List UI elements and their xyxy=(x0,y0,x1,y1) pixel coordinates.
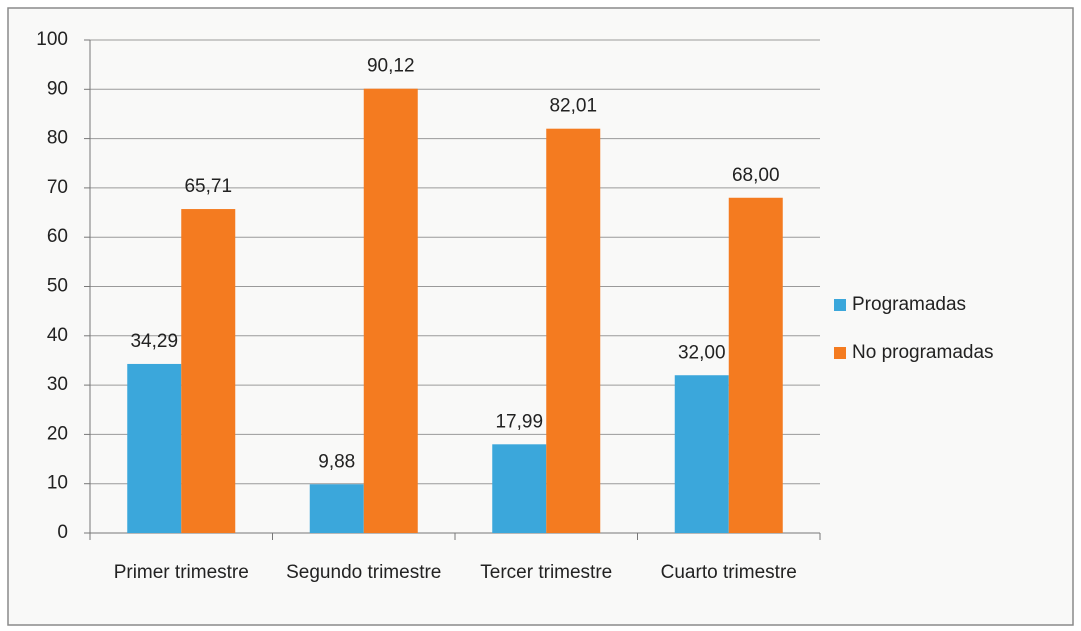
bar xyxy=(363,88,418,533)
x-tick-label: Segundo trimestre xyxy=(286,562,441,583)
y-tick-label: 10 xyxy=(47,473,68,494)
bar xyxy=(492,444,547,533)
y-tick-label: 80 xyxy=(47,128,68,149)
legend-swatch xyxy=(834,347,846,359)
bar xyxy=(127,363,182,533)
data-label: 17,99 xyxy=(495,411,543,432)
data-label: 68,00 xyxy=(732,165,780,186)
bar xyxy=(674,375,729,533)
y-tick-label: 0 xyxy=(57,522,68,543)
data-label: 32,00 xyxy=(678,342,726,363)
y-tick-label: 70 xyxy=(47,177,68,198)
data-label: 9,88 xyxy=(318,451,355,472)
y-tick-label: 100 xyxy=(36,29,68,50)
x-tick-label: Cuarto trimestre xyxy=(661,562,797,583)
data-label: 65,71 xyxy=(184,176,232,197)
y-tick-label: 20 xyxy=(47,423,68,444)
legend-swatch xyxy=(834,299,846,311)
legend-label: No programadas xyxy=(852,342,994,363)
bar xyxy=(181,209,236,534)
data-label: 90,12 xyxy=(367,56,415,77)
x-tick-label: Primer trimestre xyxy=(114,562,249,583)
data-label: 82,01 xyxy=(549,96,597,117)
data-label: 34,29 xyxy=(130,331,178,352)
legend-label: Programadas xyxy=(852,294,966,315)
y-tick-label: 60 xyxy=(47,226,68,247)
bar xyxy=(728,197,783,533)
y-tick-label: 50 xyxy=(47,276,68,297)
x-tick-label: Tercer trimestre xyxy=(480,562,612,583)
y-tick-label: 40 xyxy=(47,325,68,346)
bar xyxy=(309,484,364,533)
y-tick-label: 30 xyxy=(47,374,68,395)
y-tick-label: 90 xyxy=(47,78,68,99)
bar xyxy=(546,128,601,533)
